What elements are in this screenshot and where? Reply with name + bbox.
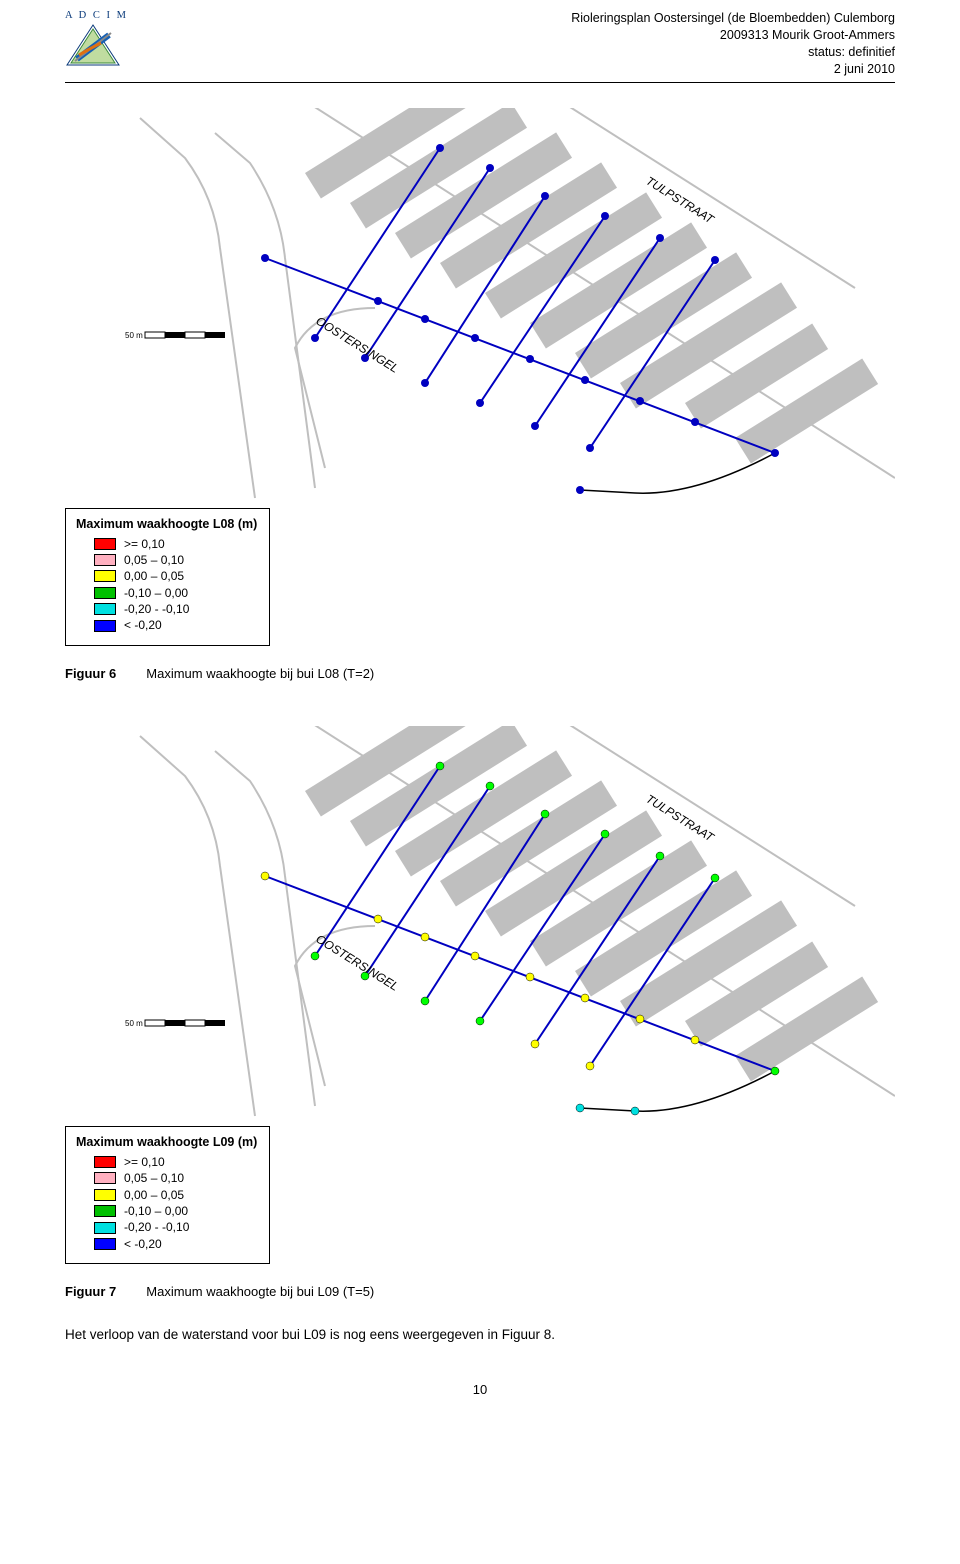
legend-label: 0,05 – 0,10 — [124, 1171, 184, 1185]
caption-label: Figuur 6 — [65, 666, 116, 681]
legend-label: 0,00 – 0,05 — [124, 1188, 184, 1202]
legend-item: -0,10 – 0,00 — [94, 1204, 257, 1218]
legend-item: -0,10 – 0,00 — [94, 586, 257, 600]
map-figure-7: TULPSTRAAT OOSTERSINGEL 50 m — [65, 726, 895, 1126]
legend-swatch — [94, 538, 116, 550]
logo-letters: A D C I M — [65, 10, 145, 21]
svg-text:50 m: 50 m — [125, 1019, 143, 1028]
logo-icon — [65, 23, 121, 67]
legend-swatch — [94, 587, 116, 599]
legend-swatch — [94, 1222, 116, 1234]
page-number: 10 — [65, 1382, 895, 1397]
legend-item: 0,05 – 0,10 — [94, 553, 257, 567]
legend-swatch — [94, 554, 116, 566]
figure-6: TULPSTRAAT OOSTERSINGEL 50 m Maximum waa… — [65, 108, 895, 681]
legend-item: -0,20 - -0,10 — [94, 602, 257, 616]
scale-bar: 50 m — [125, 331, 225, 340]
legend-label: < -0,20 — [124, 1237, 162, 1251]
scale-bar-2: 50 m — [125, 1019, 225, 1028]
legend-swatch — [94, 603, 116, 615]
legend-label: >= 0,10 — [124, 1155, 165, 1169]
page-header: A D C I M Rioleringsplan Oostersingel (d… — [65, 0, 895, 83]
legend-box-1: Maximum waakhoogte L08 (m) >= 0,10 0,05 –… — [65, 508, 270, 646]
header-line-2: 2009313 Mourik Groot-Ammers — [571, 27, 895, 44]
legend-item: 0,00 – 0,05 — [94, 1188, 257, 1202]
header-line-1: Rioleringsplan Oostersingel (de Bloembed… — [571, 10, 895, 27]
legend-label: -0,10 – 0,00 — [124, 586, 188, 600]
legend-item: < -0,20 — [94, 618, 257, 632]
header-line-4: 2 juni 2010 — [571, 61, 895, 78]
legend-label: -0,10 – 0,00 — [124, 1204, 188, 1218]
legend-item: >= 0,10 — [94, 1155, 257, 1169]
legend-title: Maximum waakhoogte L08 (m) — [76, 517, 257, 531]
legend-item: < -0,20 — [94, 1237, 257, 1251]
legend-swatch — [94, 1189, 116, 1201]
logo: A D C I M — [65, 10, 145, 70]
caption-text: Maximum waakhoogte bij bui L08 (T=2) — [146, 666, 374, 681]
legend-label: -0,20 - -0,10 — [124, 1220, 189, 1234]
legend-label: 0,00 – 0,05 — [124, 569, 184, 583]
legend-swatch — [94, 620, 116, 632]
legend-swatch — [94, 1238, 116, 1250]
legend-swatch — [94, 1205, 116, 1217]
legend-item: >= 0,10 — [94, 537, 257, 551]
legend-item: 0,00 – 0,05 — [94, 569, 257, 583]
legend-item: 0,05 – 0,10 — [94, 1171, 257, 1185]
header-meta: Rioleringsplan Oostersingel (de Bloembed… — [571, 10, 895, 78]
legend-swatch — [94, 1172, 116, 1184]
map-figure-6: TULPSTRAAT OOSTERSINGEL 50 m — [65, 108, 895, 508]
svg-text:50 m: 50 m — [125, 331, 143, 340]
caption-label: Figuur 7 — [65, 1284, 116, 1299]
legend-box-2: Maximum waakhoogte L09 (m) >= 0,10 0,05 –… — [65, 1126, 270, 1264]
body-paragraph: Het verloop van de waterstand voor bui L… — [65, 1327, 895, 1342]
figure-7: TULPSTRAAT OOSTERSINGEL 50 m Maximum waa… — [65, 726, 895, 1299]
legend-swatch — [94, 1156, 116, 1168]
legend-swatch — [94, 570, 116, 582]
figure-caption-7: Figuur 7 Maximum waakhoogte bij bui L09 … — [65, 1284, 895, 1299]
legend-label: >= 0,10 — [124, 537, 165, 551]
legend-title: Maximum waakhoogte L09 (m) — [76, 1135, 257, 1149]
legend-label: < -0,20 — [124, 618, 162, 632]
header-line-3: status: definitief — [571, 44, 895, 61]
legend-label: 0,05 – 0,10 — [124, 553, 184, 567]
legend-item: -0,20 - -0,10 — [94, 1220, 257, 1234]
caption-text: Maximum waakhoogte bij bui L09 (T=5) — [146, 1284, 374, 1299]
figure-caption-6: Figuur 6 Maximum waakhoogte bij bui L08 … — [65, 666, 895, 681]
legend-label: -0,20 - -0,10 — [124, 602, 189, 616]
